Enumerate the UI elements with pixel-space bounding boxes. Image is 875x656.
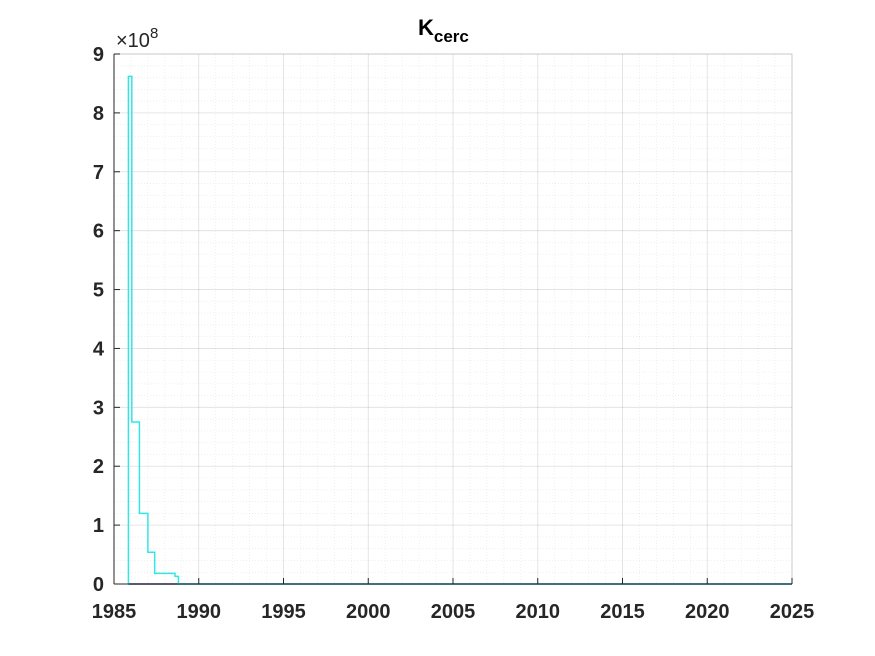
plot-background [114,54,792,584]
y-tick-labels: 0 1 2 3 4 5 6 7 8 9 [93,44,105,596]
x-tick-label: 2010 [516,601,561,623]
major-grid [113,53,793,585]
y-tick-label: 0 [93,574,104,596]
x-tick-label: 2005 [431,601,476,623]
chart-title-subscript: cerc [434,27,469,46]
y-tick-label: 7 [93,162,104,184]
x-tick-label: 2025 [770,601,815,623]
y-tick-label: 2 [93,456,104,478]
chart-title: Kcerc [418,15,469,46]
x-tick-labels: 1985 1990 1995 2000 2005 2010 2015 2020 2025 [92,601,815,623]
y-exponent-power: 8 [150,25,158,42]
axis-ticks [113,53,793,585]
y-exponent-base: ×10 [116,30,150,52]
x-tick-label: 2015 [600,601,645,623]
x-tick-label: 2020 [685,601,730,623]
y-tick-label: 6 [93,221,104,243]
y-tick-label: 9 [93,44,104,66]
x-tick-label: 1990 [177,601,222,623]
minor-grid [114,54,792,584]
y-tick-label: 5 [93,280,104,302]
y-tick-label: 1 [93,515,104,537]
y-tick-label: 8 [93,103,104,125]
chart-title-main: K [418,15,434,40]
series-line-1 [127,75,792,585]
y-exponent-label: ×108 [116,25,158,52]
y-tick-label: 3 [93,397,104,419]
x-tick-label: 1985 [92,601,137,623]
x-tick-label: 1995 [261,601,306,623]
y-tick-label: 4 [93,338,105,360]
x-tick-label: 2000 [346,601,391,623]
